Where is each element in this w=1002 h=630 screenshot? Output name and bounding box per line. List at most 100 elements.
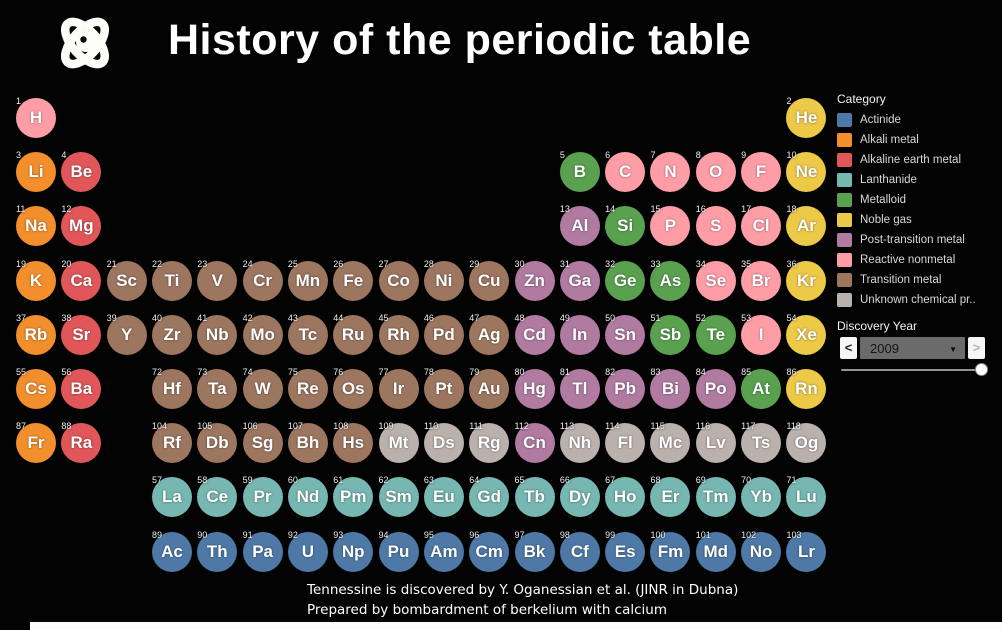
element-Pb[interactable]: 82 Pb: [605, 367, 646, 409]
element-Fm[interactable]: 100 Fm: [650, 530, 691, 572]
year-dropdown[interactable]: 2009 ▼: [860, 337, 965, 359]
element-Rb[interactable]: 37 Rb: [16, 313, 56, 355]
element-Sg[interactable]: 106 Sg: [242, 421, 283, 464]
element-Ge[interactable]: 32 Ge: [605, 259, 646, 301]
element-Co[interactable]: 27 Co: [378, 259, 419, 301]
element-Sc[interactable]: 21 Sc: [106, 259, 147, 301]
element-Th[interactable]: 90 Th: [197, 530, 238, 572]
element-Ds[interactable]: 110 Ds: [423, 421, 464, 464]
element-Yb[interactable]: 70 Yb: [741, 475, 782, 518]
element-Xe[interactable]: 54 Xe: [786, 313, 827, 355]
legend-item-actinide[interactable]: Actinide: [837, 110, 901, 130]
legend-item-reactive[interactable]: Reactive nonmetal: [837, 250, 955, 270]
year-slider-handle[interactable]: [975, 363, 988, 376]
legend-item-noble[interactable]: Noble gas: [837, 210, 912, 230]
element-Ir[interactable]: 77 Ir: [378, 367, 419, 409]
element-Og[interactable]: 118 Og: [786, 421, 827, 464]
element-Pu[interactable]: 94 Pu: [378, 530, 419, 572]
element-Mc[interactable]: 115 Mc: [650, 421, 691, 464]
element-Si[interactable]: 14 Si: [605, 204, 646, 247]
legend-item-lanthanide[interactable]: Lanthanide: [837, 170, 917, 190]
element-Pm[interactable]: 61 Pm: [333, 475, 374, 518]
year-prev-button[interactable]: <: [840, 337, 857, 359]
element-Pa[interactable]: 91 Pa: [242, 530, 283, 572]
element-Gd[interactable]: 64 Gd: [469, 475, 510, 518]
element-Mg[interactable]: 12 Mg: [61, 204, 102, 247]
element-K[interactable]: 19 K: [16, 259, 56, 301]
element-Am[interactable]: 95 Am: [423, 530, 464, 572]
element-Dy[interactable]: 66 Dy: [559, 475, 600, 518]
legend-item-alkali[interactable]: Alkali metal: [837, 130, 919, 150]
element-Rn[interactable]: 86 Rn: [786, 367, 827, 409]
element-Cu[interactable]: 29 Cu: [469, 259, 510, 301]
element-Tl[interactable]: 81 Tl: [559, 367, 600, 409]
element-Ga[interactable]: 31 Ga: [559, 259, 600, 301]
element-Pr[interactable]: 59 Pr: [242, 475, 283, 518]
element-At[interactable]: 85 At: [741, 367, 782, 409]
element-Cs[interactable]: 55 Cs: [16, 367, 56, 409]
element-Ca[interactable]: 20 Ca: [61, 259, 102, 301]
element-Md[interactable]: 101 Md: [695, 530, 736, 572]
element-Mn[interactable]: 25 Mn: [287, 259, 328, 301]
element-Ti[interactable]: 22 Ti: [151, 259, 192, 301]
element-Zn[interactable]: 30 Zn: [514, 259, 555, 301]
element-He[interactable]: 2 He: [786, 96, 827, 138]
element-Ce[interactable]: 58 Ce: [197, 475, 238, 518]
element-Te[interactable]: 52 Te: [695, 313, 736, 355]
year-slider-track[interactable]: [841, 369, 987, 371]
element-Lu[interactable]: 71 Lu: [786, 475, 827, 518]
legend-item-unknown[interactable]: Unknown chemical pr..: [837, 290, 976, 310]
element-Cl[interactable]: 17 Cl: [741, 204, 782, 247]
element-Bi[interactable]: 83 Bi: [650, 367, 691, 409]
element-Rh[interactable]: 45 Rh: [378, 313, 419, 355]
element-Au[interactable]: 79 Au: [469, 367, 510, 409]
element-Ho[interactable]: 67 Ho: [605, 475, 646, 518]
element-Bh[interactable]: 107 Bh: [287, 421, 328, 464]
element-Tm[interactable]: 69 Tm: [695, 475, 736, 518]
element-Rg[interactable]: 111 Rg: [469, 421, 510, 464]
element-Zr[interactable]: 40 Zr: [151, 313, 192, 355]
element-Lr[interactable]: 103 Lr: [786, 530, 827, 572]
element-Bk[interactable]: 97 Bk: [514, 530, 555, 572]
element-Ac[interactable]: 89 Ac: [151, 530, 192, 572]
element-Li[interactable]: 3 Li: [16, 150, 56, 193]
element-Fl[interactable]: 114 Fl: [605, 421, 646, 464]
element-Ta[interactable]: 73 Ta: [197, 367, 238, 409]
element-Ba[interactable]: 56 Ba: [61, 367, 102, 409]
element-V[interactable]: 23 V: [197, 259, 238, 301]
element-Ag[interactable]: 47 Ag: [469, 313, 510, 355]
element-Be[interactable]: 4 Be: [61, 150, 102, 193]
element-U[interactable]: 92 U: [287, 530, 328, 572]
element-Sm[interactable]: 62 Sm: [378, 475, 419, 518]
element-Cd[interactable]: 48 Cd: [514, 313, 555, 355]
element-La[interactable]: 57 La: [151, 475, 192, 518]
element-Cr[interactable]: 24 Cr: [242, 259, 283, 301]
element-Fe[interactable]: 26 Fe: [333, 259, 374, 301]
element-Kr[interactable]: 36 Kr: [786, 259, 827, 301]
element-Cf[interactable]: 98 Cf: [559, 530, 600, 572]
element-Ru[interactable]: 44 Ru: [333, 313, 374, 355]
element-Fr[interactable]: 87 Fr: [16, 421, 56, 464]
element-Mo[interactable]: 42 Mo: [242, 313, 283, 355]
element-No[interactable]: 102 No: [741, 530, 782, 572]
element-Db[interactable]: 105 Db: [197, 421, 238, 464]
element-I[interactable]: 53 I: [741, 313, 782, 355]
element-Nh[interactable]: 113 Nh: [559, 421, 600, 464]
element-Lv[interactable]: 116 Lv: [695, 421, 736, 464]
element-W[interactable]: 74 W: [242, 367, 283, 409]
element-Sb[interactable]: 51 Sb: [650, 313, 691, 355]
element-Os[interactable]: 76 Os: [333, 367, 374, 409]
element-Ar[interactable]: 18 Ar: [786, 204, 827, 247]
element-Tb[interactable]: 65 Tb: [514, 475, 555, 518]
element-Ni[interactable]: 28 Ni: [423, 259, 464, 301]
element-Eu[interactable]: 63 Eu: [423, 475, 464, 518]
element-Al[interactable]: 13 Al: [559, 204, 600, 247]
element-Tc[interactable]: 43 Tc: [287, 313, 328, 355]
legend-item-metalloid[interactable]: Metalloid: [837, 190, 906, 210]
element-Pd[interactable]: 46 Pd: [423, 313, 464, 355]
element-Es[interactable]: 99 Es: [605, 530, 646, 572]
